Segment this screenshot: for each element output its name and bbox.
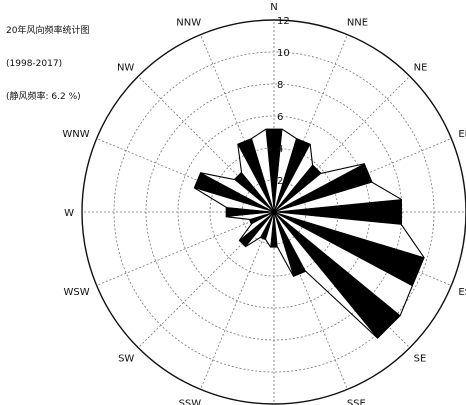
frequency-sectors: [193, 128, 425, 339]
direction-labels: NNNENEENEEESESESSESSSWSWWSWWWNWNWNNW: [62, 2, 466, 405]
chart-title: 20年风向频率统计图: [6, 26, 90, 36]
frequency-envelope: [193, 128, 425, 339]
direction-label-wsw: WSW: [64, 287, 90, 298]
direction-label-ne: NE: [414, 62, 428, 73]
radial-tick-10: 10: [277, 48, 290, 59]
direction-label-ssw: SSW: [179, 398, 202, 405]
grid-circle-12: [81, 19, 466, 405]
radial-tick-6: 6: [277, 112, 283, 123]
chart-title-block: 20年风向频率统计图 (1998-2017) (静风频率: 6.2 %): [6, 4, 89, 114]
direction-label-nnw: NNW: [176, 18, 201, 29]
direction-label-wnw: WNW: [62, 129, 89, 140]
direction-label-ese: ESE: [458, 287, 466, 298]
direction-label-nw: NW: [117, 62, 134, 73]
direction-label-w: W: [64, 208, 74, 219]
calm-frequency-note: (静风频率: 6.2 %): [6, 92, 81, 102]
chart-subtitle: (1998-2017): [6, 59, 63, 69]
direction-label-sw: SW: [118, 354, 134, 365]
radial-tick-labels: 2 4 6 8 10 12: [277, 16, 290, 187]
radial-tick-8: 8: [277, 80, 283, 91]
radial-tick-2: 2: [277, 176, 283, 187]
direction-label-se: SE: [414, 354, 427, 365]
radial-tick-12: 12: [277, 16, 290, 27]
frequency-outline: [193, 128, 425, 339]
spoke-wsw: [96, 211, 275, 286]
radial-tick-4: 4: [277, 144, 283, 155]
direction-label-nne: NNE: [347, 18, 368, 29]
direction-label-n: N: [270, 2, 277, 13]
spoke-ssw: [200, 211, 275, 390]
direction-label-sse: SSE: [347, 398, 366, 405]
direction-label-ene: ENE: [458, 129, 466, 140]
